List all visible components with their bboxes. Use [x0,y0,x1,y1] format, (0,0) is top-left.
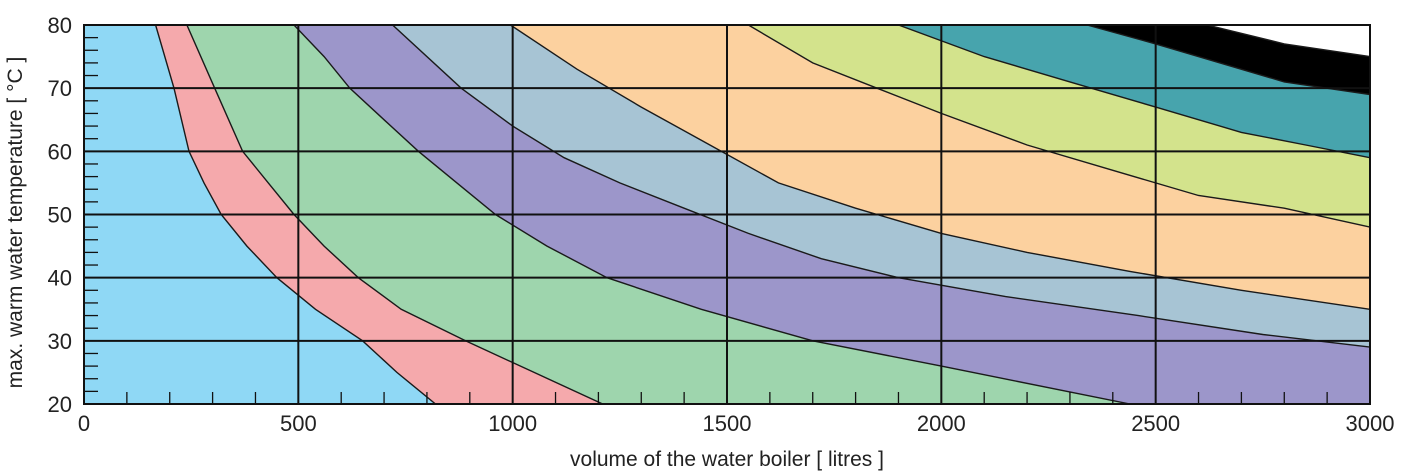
y-tick-label: 30 [48,329,72,354]
chart-tick-labels: 0 500 1000 1500 2000 2500 3000 20 30 40 50 60 70 80 [48,13,1395,436]
y-tick-label: 70 [48,76,72,101]
y-tick-label: 50 [48,203,72,228]
y-tick-label: 20 [48,392,72,417]
boundary-line-8 [1086,25,1370,96]
x-tick-label: 1500 [703,411,752,436]
y-axis-title: max. warm water temperature [ °C ] [4,57,27,389]
y-tick-label: 60 [48,139,72,164]
chart-bands [84,25,1370,404]
boundary-line-6 [748,25,1370,228]
band-white [1207,25,1370,57]
boundary-line-top [1206,25,1370,58]
y-tick-label: 80 [48,13,72,38]
boundary-line-2 [186,25,603,404]
plot-frame [83,24,1371,405]
x-axis-title: volume of the water boiler [ litres ] [570,448,884,471]
chart-ticks [84,36,1328,404]
x-tick-label: 3000 [1346,411,1395,436]
x-tick-label: 2000 [917,411,966,436]
boundary-line-1 [154,25,436,404]
x-tick-label: 500 [280,411,317,436]
x-tick-label: 1000 [488,411,537,436]
x-tick-label: 2500 [1131,411,1180,436]
y-tick-label: 40 [48,266,72,291]
x-tick-label: 0 [78,411,90,436]
